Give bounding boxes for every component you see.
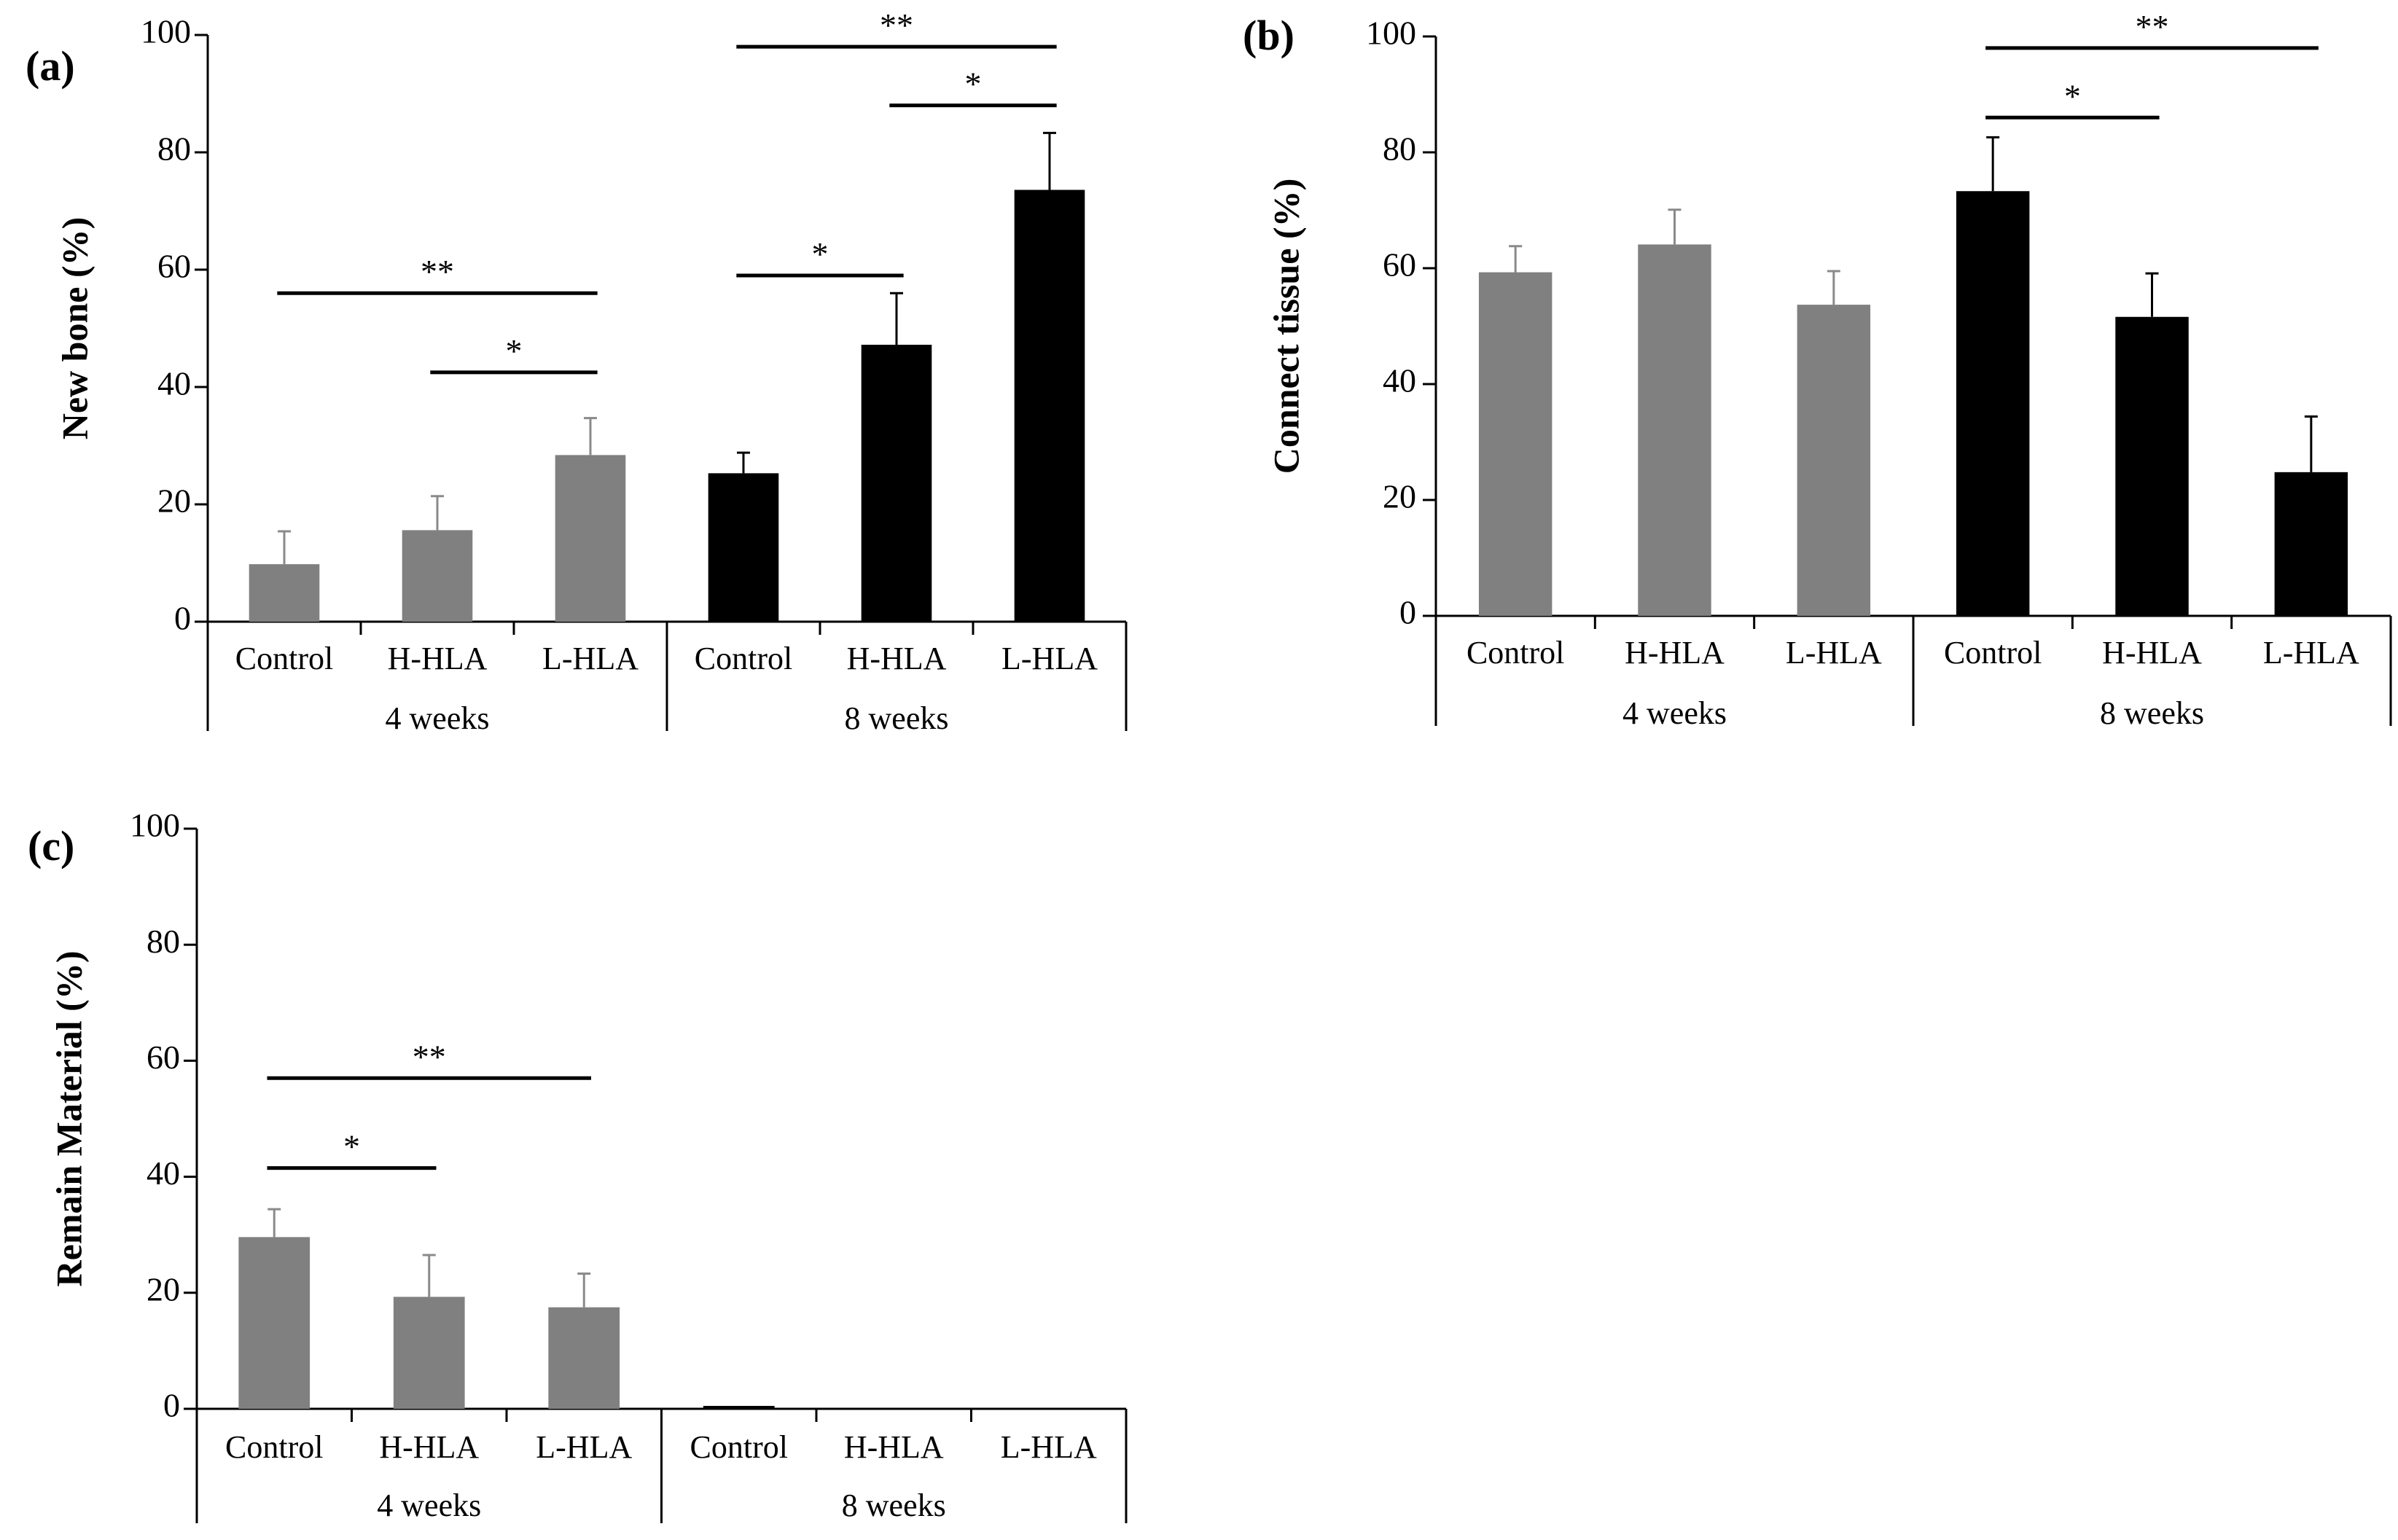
panel-label: (b) — [1243, 12, 1294, 59]
bar — [1956, 191, 2030, 616]
y-tick-label: 0 — [163, 1387, 180, 1424]
bar — [393, 1297, 465, 1409]
bar — [1638, 244, 1711, 616]
y-tick-label: 100 — [141, 13, 191, 50]
bar — [861, 345, 932, 622]
y-tick-label: 80 — [147, 923, 180, 960]
y-axis-title: Connect tissue (%) — [1265, 179, 1306, 474]
category-label: Control — [235, 641, 333, 676]
y-tick-label: 20 — [1383, 478, 1416, 515]
y-axis-title: New bone (%) — [54, 217, 95, 440]
category-label: Control — [690, 1429, 788, 1465]
bar — [1014, 189, 1085, 622]
bar — [1478, 272, 1553, 616]
y-tick-label: 80 — [1383, 130, 1416, 168]
bar — [2274, 472, 2348, 616]
y-tick-label: 60 — [1383, 246, 1416, 284]
group-label: 8 weeks — [2100, 695, 2204, 731]
group-label: 8 weeks — [845, 700, 949, 736]
significance-label: * — [343, 1128, 360, 1165]
bar — [249, 564, 320, 622]
category-label: H-HLA — [1625, 635, 1725, 671]
category-label: L-HLA — [1001, 1429, 1097, 1465]
bar — [1797, 305, 1871, 616]
y-tick-label: 80 — [157, 130, 191, 168]
significance-label: ** — [421, 253, 454, 290]
category-label: Control — [695, 641, 792, 676]
group-label: 4 weeks — [1622, 695, 1727, 731]
y-tick-label: 100 — [1366, 15, 1416, 52]
bar — [238, 1237, 311, 1409]
y-axis-title: Remain Material (%) — [48, 951, 89, 1287]
significance-label: * — [506, 332, 523, 370]
bar — [402, 530, 473, 622]
category-label: Control — [1466, 635, 1564, 671]
chart-panel-3: (c) Remain Material (%) 0 20 40 60 80 100 Contro… — [28, 807, 1128, 1523]
chart-panel-1: (a) New bone (%) 0 20 40 60 80 100 Control H-HLA L… — [26, 7, 1128, 736]
y-tick-label: 40 — [1383, 362, 1416, 399]
category-label: H-HLA — [379, 1429, 479, 1465]
bar — [555, 455, 626, 622]
category-label: L-HLA — [1786, 635, 1882, 671]
y-tick-label: 100 — [130, 807, 180, 844]
y-tick-label: 40 — [157, 365, 191, 402]
group-label: 8 weeks — [842, 1488, 946, 1523]
category-label: L-HLA — [1001, 641, 1098, 676]
bar — [703, 1406, 775, 1409]
bar — [548, 1307, 620, 1409]
category-label: Control — [1944, 635, 2042, 671]
y-tick-label: 40 — [147, 1154, 180, 1192]
significance-label: ** — [880, 7, 913, 44]
significance-label: * — [2064, 77, 2081, 114]
category-label: H-HLA — [388, 641, 488, 676]
y-tick-label: 0 — [1399, 594, 1416, 631]
y-tick-label: 0 — [174, 600, 191, 637]
y-tick-label: 20 — [147, 1270, 180, 1308]
category-label: Control — [225, 1429, 323, 1465]
y-tick-label: 20 — [157, 482, 191, 520]
category-label: L-HLA — [542, 641, 638, 676]
category-label: L-HLA — [536, 1429, 632, 1465]
significance-label: * — [965, 66, 982, 103]
category-label: H-HLA — [847, 641, 947, 676]
bar — [708, 473, 779, 622]
chart-panel-2: (b) Connect tissue (%) 0 20 40 60 80 100 Control… — [1243, 8, 2392, 731]
y-tick-label: 60 — [147, 1039, 180, 1076]
bar — [2115, 316, 2189, 616]
y-tick-label: 60 — [157, 248, 191, 285]
group-label: 4 weeks — [386, 700, 490, 736]
category-label: H-HLA — [844, 1429, 944, 1465]
panel-label: (c) — [28, 822, 74, 869]
group-label: 4 weeks — [377, 1488, 481, 1523]
significance-label: * — [812, 235, 829, 273]
category-label: L-HLA — [2263, 635, 2359, 671]
panel-label: (a) — [26, 42, 75, 90]
significance-label: ** — [2136, 8, 2169, 45]
significance-label: ** — [413, 1038, 446, 1075]
category-label: H-HLA — [2102, 635, 2202, 671]
